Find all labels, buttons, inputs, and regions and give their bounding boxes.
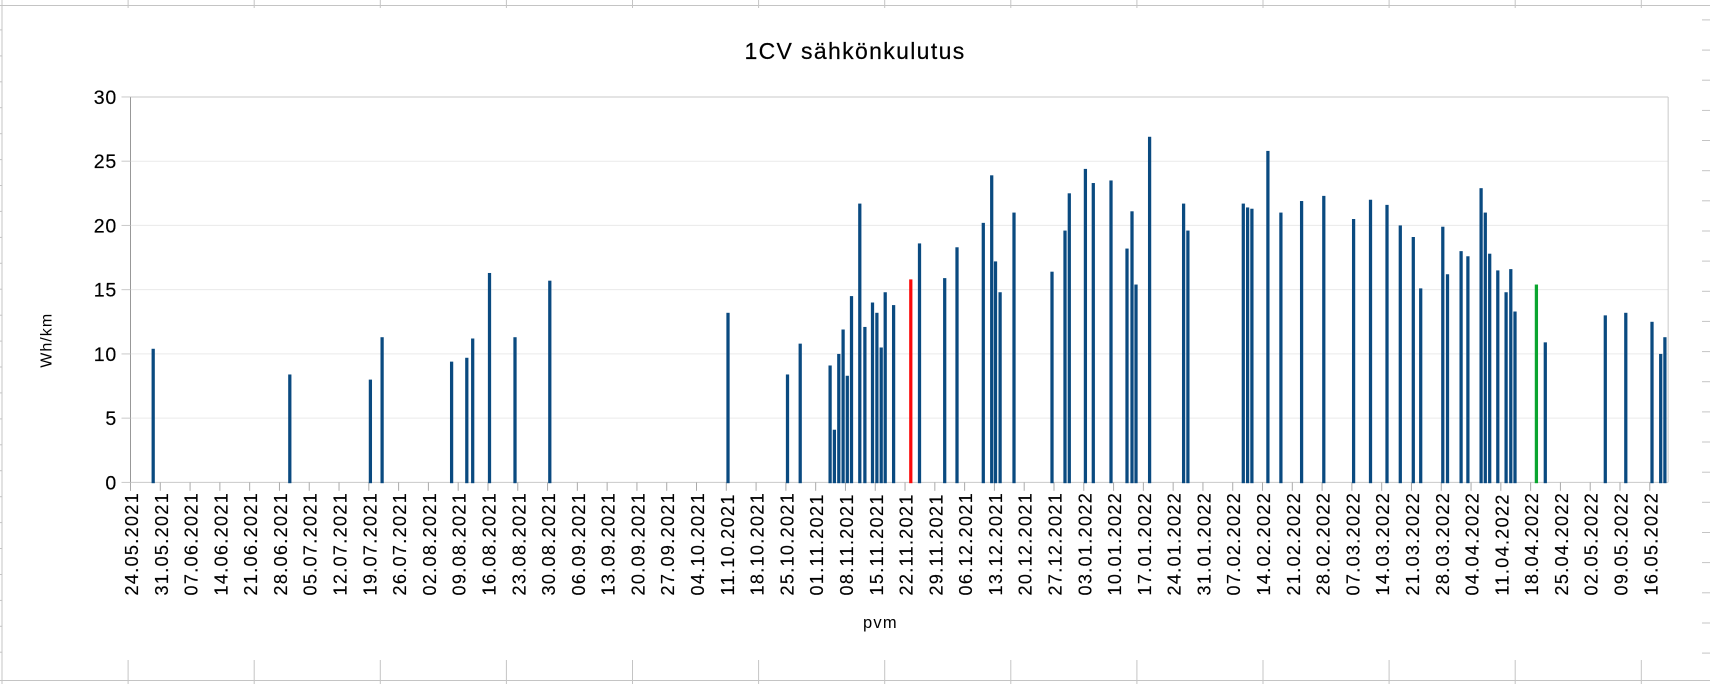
svg-text:06.12.2021: 06.12.2021 xyxy=(956,492,976,596)
svg-text:15: 15 xyxy=(94,280,117,302)
svg-text:27.09.2021: 27.09.2021 xyxy=(658,492,678,596)
svg-text:07.03.2022: 07.03.2022 xyxy=(1343,492,1363,596)
svg-text:23.08.2021: 23.08.2021 xyxy=(509,492,529,596)
svg-text:14.02.2022: 14.02.2022 xyxy=(1254,492,1274,596)
svg-text:08.11.2021: 08.11.2021 xyxy=(837,493,857,595)
svg-text:18.04.2022: 18.04.2022 xyxy=(1522,492,1542,596)
svg-text:10.01.2022: 10.01.2022 xyxy=(1105,492,1125,596)
svg-text:28.03.2022: 28.03.2022 xyxy=(1433,492,1453,596)
svg-text:29.11.2021: 29.11.2021 xyxy=(926,493,946,595)
svg-text:19.07.2021: 19.07.2021 xyxy=(360,492,380,596)
svg-text:25.10.2021: 25.10.2021 xyxy=(777,492,797,596)
svg-text:21.02.2022: 21.02.2022 xyxy=(1284,492,1304,596)
svg-text:13.12.2021: 13.12.2021 xyxy=(986,492,1006,596)
svg-text:0: 0 xyxy=(105,472,117,494)
svg-text:05.07.2021: 05.07.2021 xyxy=(301,492,321,596)
svg-text:07.06.2021: 07.06.2021 xyxy=(182,492,202,596)
svg-text:pvm: pvm xyxy=(863,614,898,632)
svg-text:30.08.2021: 30.08.2021 xyxy=(539,492,559,596)
svg-text:07.02.2022: 07.02.2022 xyxy=(1224,492,1244,596)
svg-text:17.01.2022: 17.01.2022 xyxy=(1135,492,1155,596)
svg-text:10: 10 xyxy=(94,344,117,366)
svg-text:09.05.2022: 09.05.2022 xyxy=(1612,492,1632,596)
svg-text:02.05.2022: 02.05.2022 xyxy=(1582,492,1602,596)
svg-text:18.10.2021: 18.10.2021 xyxy=(748,492,768,596)
svg-text:5: 5 xyxy=(105,408,117,430)
svg-text:25: 25 xyxy=(94,151,117,173)
svg-text:13.09.2021: 13.09.2021 xyxy=(599,492,619,596)
svg-text:28.06.2021: 28.06.2021 xyxy=(271,492,291,596)
svg-text:15.11.2021: 15.11.2021 xyxy=(867,493,887,595)
svg-text:06.09.2021: 06.09.2021 xyxy=(569,492,589,596)
svg-text:24.05.2021: 24.05.2021 xyxy=(122,492,142,596)
svg-text:27.12.2021: 27.12.2021 xyxy=(1045,492,1065,596)
svg-text:28.02.2022: 28.02.2022 xyxy=(1314,492,1334,596)
svg-text:11.10.2021: 11.10.2021 xyxy=(718,493,738,595)
svg-text:03.01.2022: 03.01.2022 xyxy=(1075,492,1095,596)
svg-text:16.08.2021: 16.08.2021 xyxy=(479,492,499,596)
svg-text:21.03.2022: 21.03.2022 xyxy=(1403,492,1423,596)
svg-text:22.11.2021: 22.11.2021 xyxy=(897,493,917,595)
svg-text:Wh/km: Wh/km xyxy=(39,313,56,368)
svg-text:04.10.2021: 04.10.2021 xyxy=(688,492,708,596)
svg-text:20: 20 xyxy=(94,215,117,237)
svg-text:21.06.2021: 21.06.2021 xyxy=(241,492,261,596)
svg-text:30: 30 xyxy=(94,87,117,109)
svg-text:20.09.2021: 20.09.2021 xyxy=(628,492,648,596)
svg-text:26.07.2021: 26.07.2021 xyxy=(390,492,410,596)
svg-text:24.01.2022: 24.01.2022 xyxy=(1165,492,1185,596)
svg-text:20.12.2021: 20.12.2021 xyxy=(1016,492,1036,596)
svg-text:12.07.2021: 12.07.2021 xyxy=(331,492,351,596)
svg-text:14.03.2022: 14.03.2022 xyxy=(1373,492,1393,596)
svg-text:14.06.2021: 14.06.2021 xyxy=(211,492,231,596)
svg-text:31.05.2021: 31.05.2021 xyxy=(152,492,172,596)
svg-text:01.11.2021: 01.11.2021 xyxy=(807,493,827,595)
svg-text:1CV sähkönkulutus: 1CV sähkönkulutus xyxy=(744,38,965,64)
svg-text:16.05.2022: 16.05.2022 xyxy=(1641,492,1661,596)
svg-text:04.04.2022: 04.04.2022 xyxy=(1463,492,1483,596)
svg-text:31.01.2022: 31.01.2022 xyxy=(1194,492,1214,596)
svg-text:11.04.2022: 11.04.2022 xyxy=(1492,493,1512,595)
svg-text:09.08.2021: 09.08.2021 xyxy=(450,492,470,596)
svg-text:25.04.2022: 25.04.2022 xyxy=(1552,492,1572,596)
svg-text:02.08.2021: 02.08.2021 xyxy=(420,492,440,596)
